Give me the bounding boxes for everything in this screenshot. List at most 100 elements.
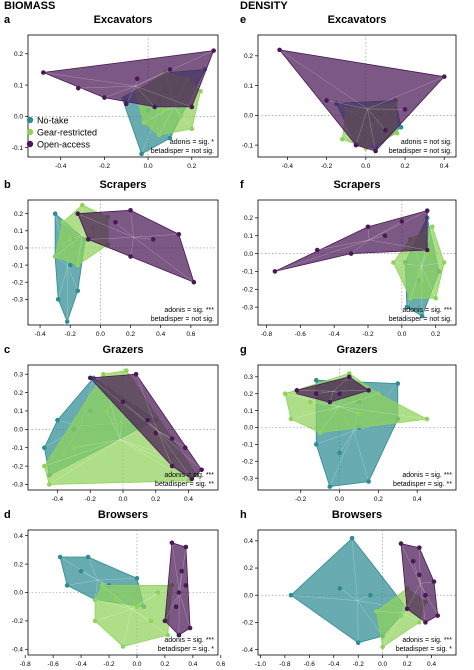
spider-line	[171, 542, 180, 593]
y-tick-label: 0.1	[244, 408, 253, 415]
point-no-take	[52, 211, 58, 216]
panel-c: c Grazers -0.4 -0.2 0.0 0.2 0.4 -0.3 -0.2 -0.1 0.0…	[4, 344, 219, 503]
spider-line	[88, 236, 134, 240]
y-tick-label: -0.2	[242, 458, 254, 465]
point-no-take	[288, 592, 294, 598]
point-no-take	[398, 124, 404, 130]
spider-line	[338, 406, 360, 415]
point-open-access	[150, 237, 156, 242]
panel-letter: f	[240, 179, 244, 191]
spider-line	[173, 106, 192, 130]
x-tick-label: 0.0	[118, 496, 127, 503]
point-gear-restricted	[189, 126, 195, 132]
spider-line	[367, 76, 445, 110]
x-tick-label: 0.4	[156, 331, 165, 338]
x-tick-label: 0.0	[361, 163, 370, 170]
x-tick-label: -0.4	[282, 163, 294, 170]
x-tick-label: -0.4	[328, 661, 340, 668]
significance-annotation: adonis = sig. ***	[164, 307, 214, 314]
point-open-access	[417, 545, 422, 550]
significance-annotation: betadisper = sig. *	[396, 646, 453, 653]
spider-line	[115, 222, 134, 238]
spider-line	[368, 221, 402, 241]
x-tick-label: -0.8	[20, 661, 32, 668]
spider-line	[338, 393, 379, 407]
x-tick-label: 0.4	[440, 163, 449, 170]
point-gear-restricted	[198, 89, 203, 94]
spider-line	[135, 50, 214, 87]
x-tick-label: 0.2	[374, 496, 383, 503]
panel-letter: a	[4, 14, 11, 26]
point-gear-restricted	[60, 219, 65, 225]
panel-title: Grazers	[337, 344, 378, 356]
spider-line	[106, 410, 121, 440]
x-tick-label: 0.2	[431, 331, 440, 338]
point-open-access	[402, 107, 408, 112]
x-tick-label: -0.2	[353, 661, 365, 668]
spider-line	[274, 239, 370, 272]
spider-line	[62, 222, 83, 235]
spider-line	[357, 594, 371, 601]
hull-open-access	[89, 373, 203, 480]
point-open-access	[191, 279, 197, 285]
point-open-access	[373, 148, 378, 154]
column-header-biomass: BIOMASS	[4, 0, 56, 12]
spider-line	[87, 556, 98, 581]
point-no-take	[337, 450, 342, 456]
spider-line	[143, 106, 175, 123]
point-no-take	[395, 381, 401, 386]
point-gear-restricted	[327, 408, 333, 413]
point-gear-restricted	[282, 391, 288, 397]
point-open-access	[272, 269, 278, 274]
point-gear-restricted	[71, 445, 77, 451]
legend-marker	[26, 140, 34, 148]
point-gear-restricted	[430, 224, 435, 230]
spider-line	[376, 611, 403, 613]
significance-annotation: betadisper = not sig.	[151, 316, 214, 323]
point-open-access	[277, 47, 282, 53]
spider-line	[157, 430, 173, 439]
spider-line	[355, 108, 368, 146]
panel-e: e Excavators -0.4 -0.2 0.0 0.2 0.4 -0.1 0.0 0.1 0.…	[240, 14, 457, 170]
significance-annotation: adonis = sig. ***	[164, 472, 214, 479]
point-gear-restricted	[317, 430, 323, 435]
legend-marker	[26, 116, 34, 124]
point-gear-restricted	[380, 644, 385, 650]
spider-line	[135, 85, 192, 108]
x-tick-label: -0.4	[55, 163, 67, 170]
spider-line	[67, 265, 78, 291]
point-open-access	[153, 430, 159, 436]
spider-line	[115, 599, 132, 610]
hull-open-access	[164, 542, 191, 636]
spider-line	[135, 374, 158, 431]
x-tick-label: 0.2	[126, 331, 135, 338]
significance-annotation: adonis = sig. ***	[402, 637, 452, 644]
spider-line	[369, 239, 428, 251]
spider-line	[54, 256, 68, 266]
y-tick-label: 0.2	[14, 51, 23, 58]
point-open-access	[423, 620, 428, 625]
point-open-access	[410, 558, 416, 564]
y-tick-label: 0.2	[14, 390, 23, 397]
point-gear-restricted	[92, 618, 98, 624]
point-gear-restricted	[416, 269, 422, 274]
point-open-access	[187, 625, 193, 631]
panel-title: Browsers	[332, 509, 382, 521]
point-open-access	[365, 224, 371, 230]
point-open-access	[40, 70, 46, 75]
panel-a: a Excavators -0.4 -0.2 0.0 0.2 -0.1 0.0 0.1 0.2 ad…	[4, 14, 219, 170]
point-open-access	[435, 613, 440, 618]
y-tick-label: -0.1	[242, 269, 254, 276]
spider-line	[316, 390, 334, 394]
point-no-take	[67, 262, 73, 268]
point-open-access	[404, 606, 410, 612]
y-tick-label: -0.2	[242, 620, 254, 627]
spider-line	[80, 570, 98, 581]
x-tick-label: -0.6	[48, 661, 60, 668]
point-open-access	[128, 207, 133, 213]
point-open-access	[327, 399, 333, 405]
y-tick-label: -0.1	[12, 445, 24, 452]
point-open-access	[182, 445, 188, 451]
hull-open-access	[41, 50, 215, 108]
legend-label: No-take	[37, 115, 69, 125]
